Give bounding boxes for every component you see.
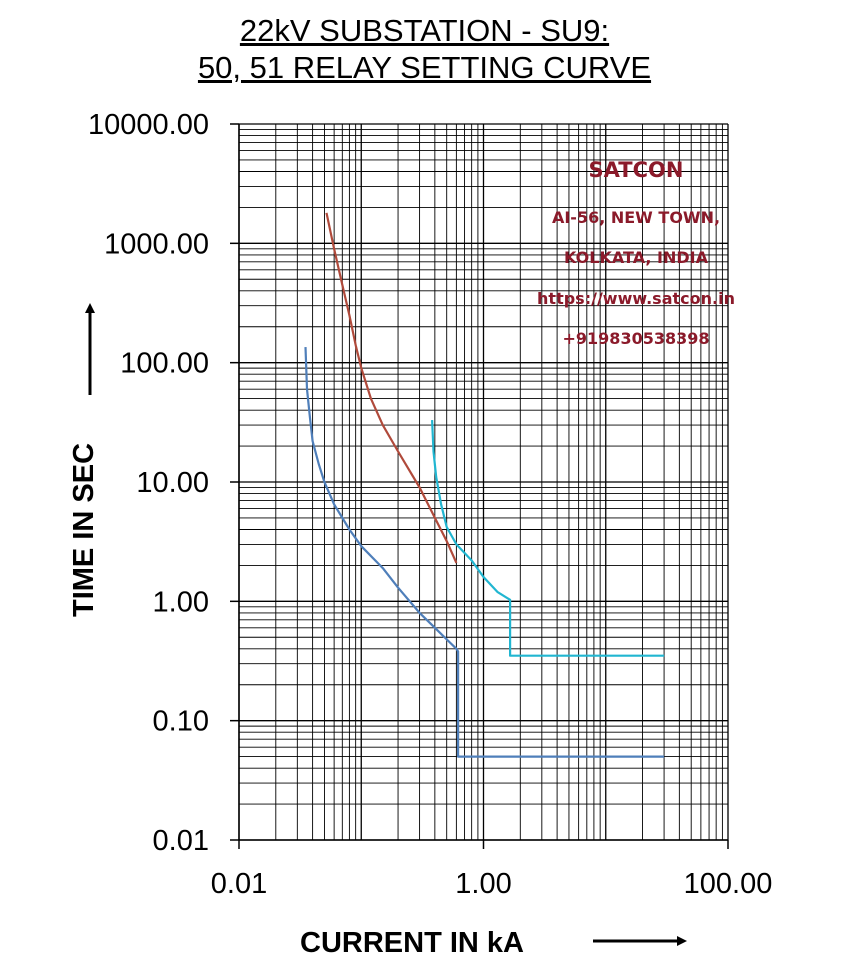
y-axis-label: TIME IN SEC	[68, 443, 100, 617]
annotation-company: SATCON	[589, 158, 684, 182]
annotation-phone: +919830538398	[563, 329, 710, 348]
y-tick-labels: 10000.00 1000.00 100.00 10.00 1.00 0.10 0.01	[88, 109, 239, 857]
x-tick-label: 0.01	[211, 868, 267, 900]
y-tick-label: 1000.00	[104, 228, 209, 260]
y-tick-label: 10000.00	[88, 109, 209, 141]
annotation-address-line-2: KOLKATA, INDIA	[564, 248, 709, 267]
series-line-3	[431, 420, 665, 657]
y-tick-label: 0.01	[153, 825, 209, 857]
y-tick-label: 100.00	[120, 348, 209, 380]
series-group	[304, 212, 665, 758]
y-tick-label: 0.10	[153, 706, 209, 738]
x-tick-labels: 0.01 1.00 100.00	[211, 840, 773, 900]
annotation-address-line-1: AI-56, NEW TOWN,	[552, 208, 720, 227]
annotation-website: https://www.satcon.in	[537, 289, 735, 308]
x-tick-label: 1.00	[455, 868, 511, 900]
grid-lines	[238, 123, 729, 841]
series-line-1	[304, 347, 665, 758]
x-axis-label: CURRENT IN kA	[300, 927, 524, 959]
chart-title-line-1: 22kV SUBSTATION - SU9:	[239, 13, 610, 48]
chart-title-line-2: 50, 51 RELAY SETTING CURVE	[197, 50, 652, 85]
series-line-2	[325, 212, 458, 564]
x-tick-label: 100.00	[684, 868, 773, 900]
annotation-block: SATCON AI-56, NEW TOWN, KOLKATA, INDIA h…	[537, 158, 735, 348]
y-tick-label: 1.00	[153, 586, 209, 618]
y-tick-label: 10.00	[136, 467, 209, 499]
